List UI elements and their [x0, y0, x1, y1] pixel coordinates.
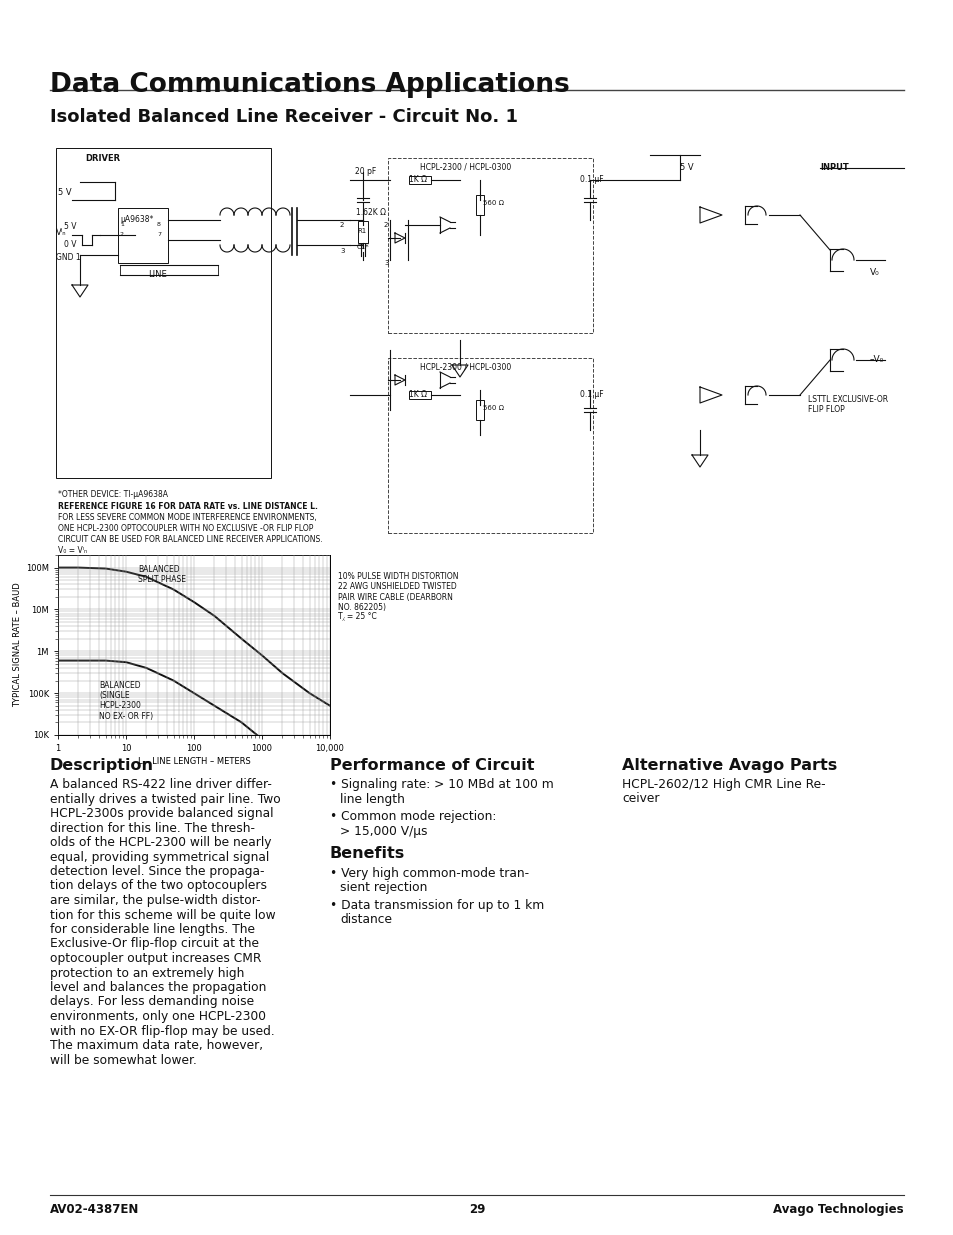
Text: Performance of Circuit: Performance of Circuit	[330, 758, 534, 773]
Text: *OTHER DEVICE: TI-μA9638A: *OTHER DEVICE: TI-μA9638A	[58, 490, 168, 499]
Text: 5 V: 5 V	[58, 188, 71, 198]
Text: DRIVER: DRIVER	[85, 154, 120, 163]
Text: 2: 2	[384, 222, 388, 228]
Text: HCPL-2300s provide balanced signal: HCPL-2300s provide balanced signal	[50, 806, 274, 820]
Text: CIRCUIT CAN BE USED FOR BALANCED LINE RECEIVER APPLICATIONS.: CIRCUIT CAN BE USED FOR BALANCED LINE RE…	[58, 535, 322, 543]
Text: sient rejection: sient rejection	[339, 881, 427, 894]
Text: Vᴵₙ: Vᴵₙ	[56, 228, 67, 237]
Text: BALANCED
SPLIT PHASE: BALANCED SPLIT PHASE	[138, 564, 186, 584]
Bar	[476, 400, 483, 420]
Text: FOR LESS SEVERE COMMON MODE INTERFERENCE ENVIRONMENTS,: FOR LESS SEVERE COMMON MODE INTERFERENCE…	[58, 513, 316, 522]
Text: 3: 3	[339, 248, 344, 254]
Text: detection level. Since the propaga-: detection level. Since the propaga-	[50, 864, 264, 878]
Text: V₀ = Vᴵₙ: V₀ = Vᴵₙ	[58, 546, 87, 555]
Text: delays. For less demanding noise: delays. For less demanding noise	[50, 995, 253, 1009]
Text: Description: Description	[50, 758, 153, 773]
Text: 29: 29	[468, 1203, 485, 1216]
Text: 1: 1	[120, 222, 124, 227]
Text: ceiver: ceiver	[621, 793, 659, 805]
Text: environments, only one HCPL-2300: environments, only one HCPL-2300	[50, 1010, 266, 1023]
Text: 560 Ω: 560 Ω	[482, 405, 503, 411]
Text: The maximum data rate, however,: The maximum data rate, however,	[50, 1039, 263, 1052]
Text: for considerable line lengths. The: for considerable line lengths. The	[50, 923, 254, 936]
Text: • Very high common-mode tran-: • Very high common-mode tran-	[330, 867, 529, 879]
Text: 20 pF: 20 pF	[355, 167, 375, 177]
Text: tion for this scheme will be quite low: tion for this scheme will be quite low	[50, 909, 275, 921]
Text: A balanced RS-422 line driver differ-: A balanced RS-422 line driver differ-	[50, 778, 272, 790]
Text: • Data transmission for up to 1 km: • Data transmission for up to 1 km	[330, 899, 543, 911]
Text: 1K Ω: 1K Ω	[409, 390, 427, 399]
Text: 2: 2	[339, 222, 344, 228]
Text: Data Communications Applications: Data Communications Applications	[50, 72, 569, 98]
Text: 0 V: 0 V	[64, 240, 76, 249]
Bar	[118, 207, 168, 263]
Text: GND 1: GND 1	[56, 253, 81, 262]
Text: line length: line length	[339, 793, 404, 805]
Bar	[388, 358, 593, 534]
Text: HCPL-2602/12 High CMR Line Re-: HCPL-2602/12 High CMR Line Re-	[621, 778, 824, 790]
Text: > 15,000 V/µs: > 15,000 V/µs	[339, 825, 427, 837]
Text: • Signaling rate: > 10 MBd at 100 m: • Signaling rate: > 10 MBd at 100 m	[330, 778, 553, 790]
Text: Benefits: Benefits	[330, 846, 405, 862]
Text: Exclusive-Or flip-flop circuit at the: Exclusive-Or flip-flop circuit at the	[50, 937, 258, 951]
Text: LINE: LINE	[148, 270, 167, 279]
Y-axis label: TYPICAL SIGNAL RATE – BAUD: TYPICAL SIGNAL RATE – BAUD	[12, 583, 22, 708]
Text: tion delays of the two optocouplers: tion delays of the two optocouplers	[50, 879, 267, 893]
Text: olds of the HCPL-2300 will be nearly: olds of the HCPL-2300 will be nearly	[50, 836, 272, 848]
Text: V₀: V₀	[869, 268, 879, 277]
Bar	[56, 148, 271, 478]
Text: with no EX-OR flip-flop may be used.: with no EX-OR flip-flop may be used.	[50, 1025, 274, 1037]
Bar	[409, 391, 431, 399]
Text: BALANCED
(SINGLE
HCPL-2300
NO EX- OR FF): BALANCED (SINGLE HCPL-2300 NO EX- OR FF)	[99, 680, 152, 721]
Text: 2: 2	[120, 232, 124, 237]
Text: μA9638*: μA9638*	[120, 215, 153, 224]
Text: protection to an extremely high: protection to an extremely high	[50, 967, 244, 979]
Text: • Common mode rejection:: • Common mode rejection:	[330, 810, 496, 823]
Bar	[476, 195, 483, 215]
Text: 3: 3	[384, 261, 388, 266]
Text: 8: 8	[157, 222, 161, 227]
Text: HCPL-2300 / HCPL-0300: HCPL-2300 / HCPL-0300	[419, 163, 511, 172]
Text: REFERENCE FIGURE 16 FOR DATA RATE vs. LINE DISTANCE L.: REFERENCE FIGURE 16 FOR DATA RATE vs. LI…	[58, 501, 317, 511]
Text: Alternative Avago Parts: Alternative Avago Parts	[621, 758, 837, 773]
Text: 7: 7	[157, 232, 161, 237]
Text: 5 V: 5 V	[679, 163, 693, 172]
Bar	[388, 158, 593, 333]
Text: 0.1 μF: 0.1 μF	[579, 390, 603, 399]
Text: –V₀: –V₀	[869, 354, 883, 364]
Text: distance: distance	[339, 913, 392, 926]
Text: AV02-4387EN: AV02-4387EN	[50, 1203, 139, 1216]
Text: direction for this line. The thresh-: direction for this line. The thresh-	[50, 821, 254, 835]
Text: HCPL-2300 / HCPL-0300: HCPL-2300 / HCPL-0300	[419, 363, 511, 372]
Text: ONE HCPL-2300 OPTOCOUPLER WITH NO EXCLUSIVE -OR FLIP FLOP: ONE HCPL-2300 OPTOCOUPLER WITH NO EXCLUS…	[58, 524, 313, 534]
X-axis label: L – LINE LENGTH – METERS: L – LINE LENGTH – METERS	[137, 757, 250, 766]
Text: R1: R1	[356, 228, 366, 233]
Text: entially drives a twisted pair line. Two: entially drives a twisted pair line. Two	[50, 793, 280, 805]
Text: will be somewhat lower.: will be somewhat lower.	[50, 1053, 196, 1067]
Text: C1*: C1*	[356, 245, 369, 249]
Text: equal, providing symmetrical signal: equal, providing symmetrical signal	[50, 851, 269, 863]
Text: 1.62K Ω: 1.62K Ω	[355, 207, 386, 217]
Bar	[409, 177, 431, 184]
Text: T⁁ = 25 °C: T⁁ = 25 °C	[337, 613, 376, 621]
Bar	[357, 221, 368, 243]
Text: 10% PULSE WIDTH DISTORTION
22 AWG UNSHIELDED TWISTED
PAIR WIRE CABLE (DEARBORN
N: 10% PULSE WIDTH DISTORTION 22 AWG UNSHIE…	[337, 572, 458, 613]
Text: level and balances the propagation: level and balances the propagation	[50, 981, 266, 994]
Text: Isolated Balanced Line Receiver - Circuit No. 1: Isolated Balanced Line Receiver - Circui…	[50, 107, 517, 126]
Text: LSTTL EXCLUSIVE-OR
FLIP FLOP: LSTTL EXCLUSIVE-OR FLIP FLOP	[807, 395, 887, 415]
Text: 1K Ω: 1K Ω	[409, 175, 427, 184]
Text: are similar, the pulse-width distor-: are similar, the pulse-width distor-	[50, 894, 260, 906]
Text: 0.1 μF: 0.1 μF	[579, 175, 603, 184]
Text: 5 V: 5 V	[64, 222, 76, 231]
Text: INPUT: INPUT	[820, 163, 848, 172]
Text: optocoupler output increases CMR: optocoupler output increases CMR	[50, 952, 261, 965]
Text: Avago Technologies: Avago Technologies	[773, 1203, 903, 1216]
Text: 560 Ω: 560 Ω	[482, 200, 503, 206]
